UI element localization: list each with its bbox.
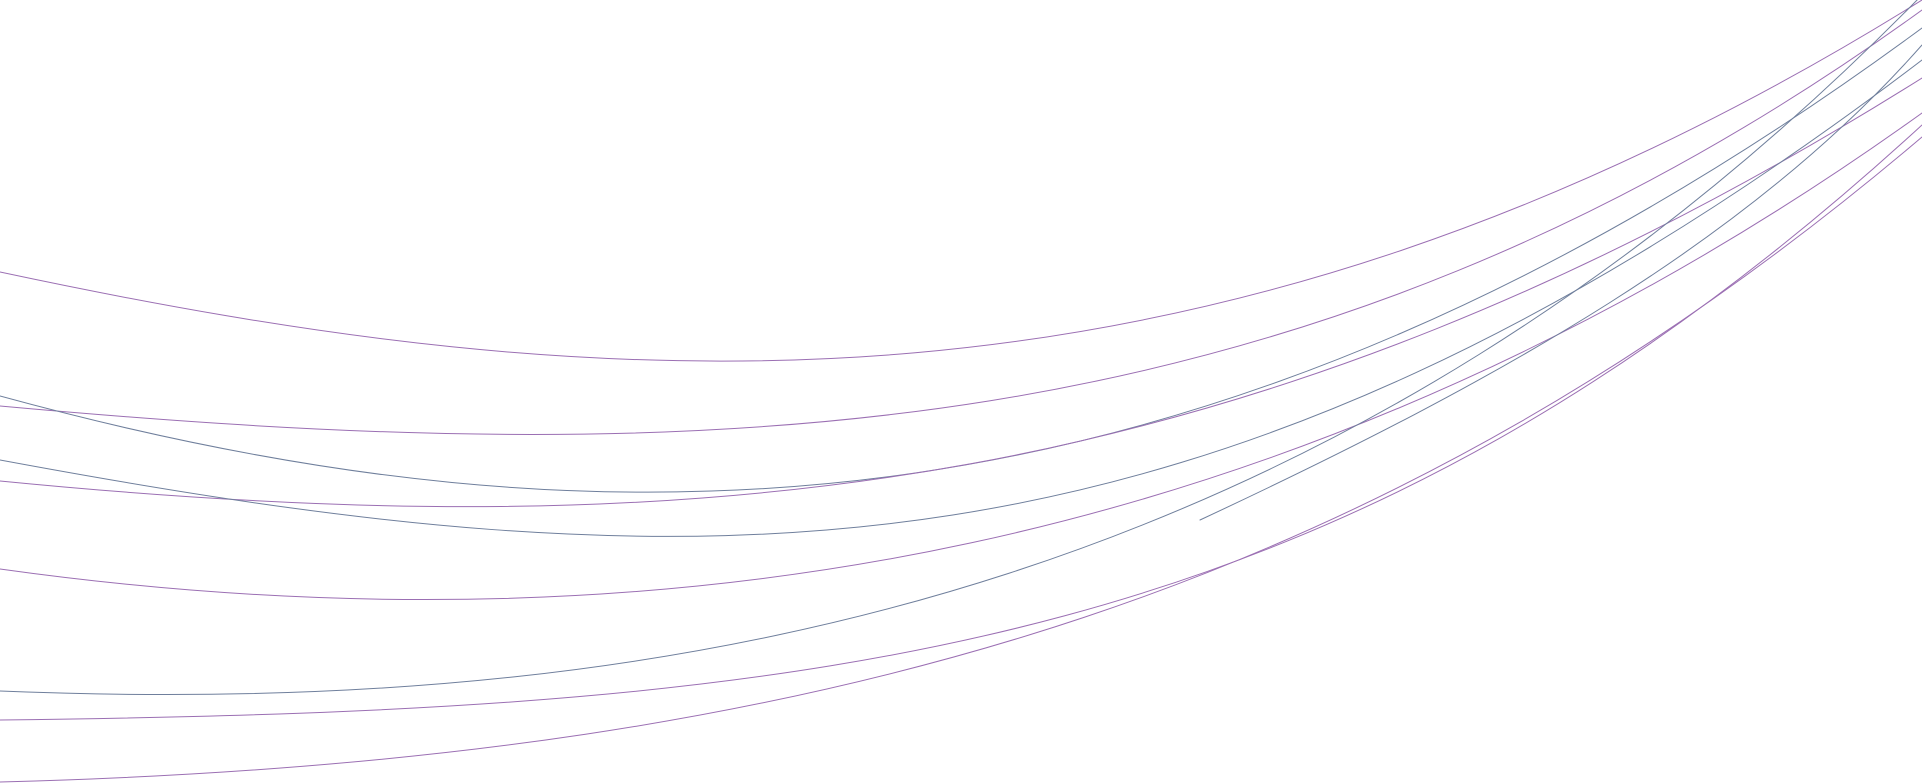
curve-line-1	[0, 0, 1922, 362]
curve-line-3	[0, 27, 1922, 493]
curve-line-9	[0, 136, 1922, 783]
curve-line-4	[0, 77, 1922, 508]
curve-line-2	[0, 9, 1922, 435]
curve-line-10	[1199, 44, 1922, 521]
curve-line-6	[0, 112, 1922, 601]
curve-line-5	[0, 59, 1922, 537]
curve-line-7	[0, 0, 1918, 696]
curve-line-8	[0, 124, 1922, 721]
